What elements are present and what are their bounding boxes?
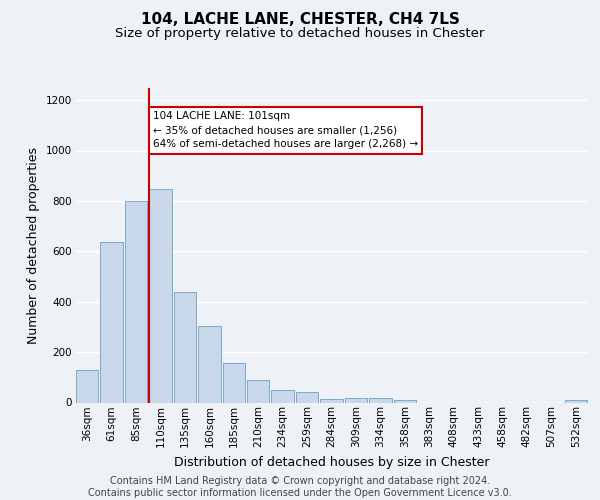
Bar [149, 189, 172, 402]
Text: 104 LACHE LANE: 101sqm
← 35% of detached houses are smaller (1,256)
64% of semi-: 104 LACHE LANE: 101sqm ← 35% of detached… [153, 112, 418, 150]
Bar [320, 398, 343, 402]
Text: 104, LACHE LANE, CHESTER, CH4 7LS: 104, LACHE LANE, CHESTER, CH4 7LS [140, 12, 460, 28]
Text: Size of property relative to detached houses in Chester: Size of property relative to detached ho… [115, 28, 485, 40]
Bar [565, 400, 587, 402]
Bar [296, 392, 319, 402]
Bar [247, 380, 269, 402]
Bar [76, 370, 98, 402]
Bar [271, 390, 294, 402]
Bar [344, 398, 367, 402]
Bar [198, 326, 221, 402]
Text: Contains HM Land Registry data © Crown copyright and database right 2024.
Contai: Contains HM Land Registry data © Crown c… [88, 476, 512, 498]
X-axis label: Distribution of detached houses by size in Chester: Distribution of detached houses by size … [174, 456, 489, 468]
Y-axis label: Number of detached properties: Number of detached properties [28, 146, 40, 344]
Bar [223, 364, 245, 403]
Bar [173, 292, 196, 403]
Bar [394, 400, 416, 402]
Bar [369, 398, 392, 402]
Bar [125, 201, 148, 402]
Bar [100, 242, 123, 402]
